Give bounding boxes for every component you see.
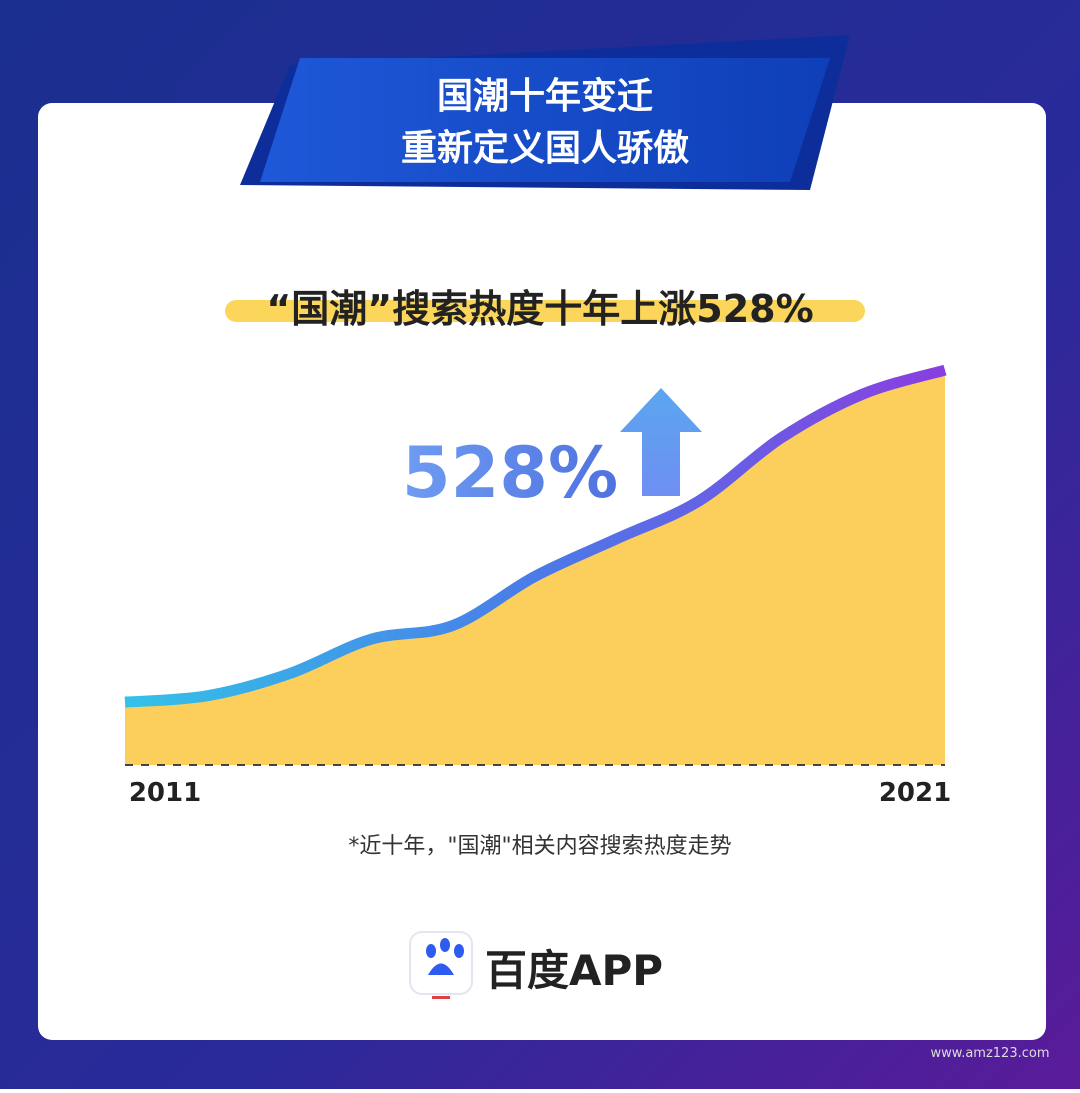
annotation: 528%: [402, 432, 618, 514]
chart-title: “国潮”搜索热度十年上涨528%: [266, 287, 813, 331]
watermark: www.amz123.com: [931, 1046, 1050, 1061]
area: [125, 370, 945, 765]
line: [124, 364, 947, 708]
logo-bar: [432, 996, 450, 999]
x-tick-label: 2011: [129, 778, 201, 808]
banner: [260, 58, 830, 182]
x-tick-label: 2021: [879, 778, 951, 808]
title: 国潮十年变迁: [437, 75, 653, 117]
logo-paw: [426, 938, 464, 975]
brand: 百度APP: [485, 946, 663, 995]
note: *近十年，"国潮"相关内容搜索热度走势: [348, 834, 731, 859]
arrow: [620, 388, 702, 496]
title: 重新定义国人骄傲: [401, 128, 689, 169]
highlight: [225, 300, 865, 322]
